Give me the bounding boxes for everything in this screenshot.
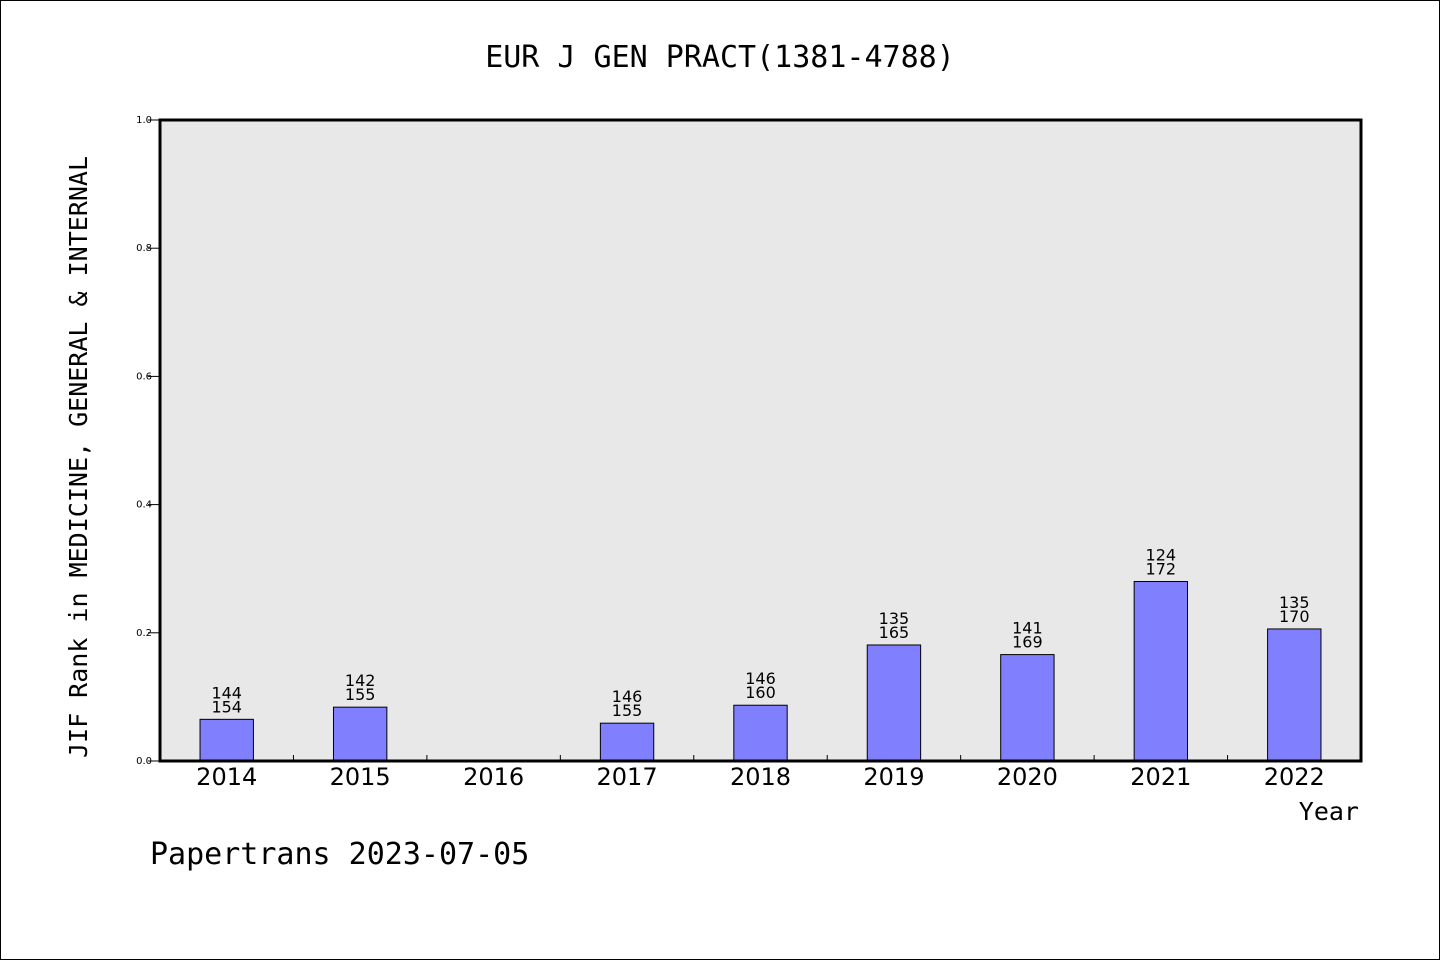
x-tick-label: 2022 xyxy=(1264,763,1325,791)
bar-2018 xyxy=(733,704,788,762)
chart-title: EUR J GEN PRACT(1381-4788) xyxy=(485,40,955,75)
bar-label-rank: 124 xyxy=(1146,546,1177,565)
y-tick-label: 0.6 xyxy=(136,371,152,382)
bar-label-total: 155 xyxy=(345,685,376,704)
x-tick-label: 2014 xyxy=(196,763,257,791)
x-tick-label: 2020 xyxy=(997,763,1058,791)
bar-label-rank: 144 xyxy=(211,683,242,702)
x-axis: 2014 2015 2016 2017 2018 2019 2020 2021 2022 xyxy=(196,755,1325,791)
plot-border xyxy=(158,118,1363,763)
bar-label-rank: 146 xyxy=(612,687,643,706)
x-tick-label: 2021 xyxy=(1130,763,1191,791)
bar-label-total: 155 xyxy=(612,701,643,720)
bar-2022 xyxy=(1267,628,1322,762)
bar-label-total: 165 xyxy=(879,623,910,642)
bar-label-total: 160 xyxy=(745,683,776,702)
x-tick-label: 2019 xyxy=(863,763,924,791)
y-axis-title: JIF Rank in MEDICINE, GENERAL & INTERNAL xyxy=(64,156,93,758)
y-tick-label: 1.0 xyxy=(136,115,152,126)
bar-2015 xyxy=(332,706,388,762)
x-tick-label: 2015 xyxy=(330,763,391,791)
x-axis-title: Year xyxy=(1299,797,1359,826)
x-tick-label: 2016 xyxy=(463,763,524,791)
bar-2019 xyxy=(866,644,922,762)
x-tick-label: 2017 xyxy=(597,763,658,791)
footer-watermark: Papertrans 2023-07-05 xyxy=(150,837,529,872)
bar-2014 xyxy=(199,718,254,762)
y-axis: 0.0 0.2 0.4 0.6 0.8 1.0 xyxy=(136,115,160,767)
bar-label-total: 172 xyxy=(1146,560,1177,579)
y-tick-label: 0.8 xyxy=(136,243,152,254)
bar-2017 xyxy=(599,722,655,762)
bar-label-total: 154 xyxy=(211,697,242,716)
bar-label-rank: 142 xyxy=(345,671,376,690)
bar-label-rank: 141 xyxy=(1012,619,1043,638)
bar-label-total: 169 xyxy=(1012,633,1043,652)
bar-2021 xyxy=(1133,581,1189,762)
bars-layer xyxy=(199,581,1322,762)
y-tick-label: 0.0 xyxy=(136,756,152,767)
x-tick-label: 2018 xyxy=(730,763,791,791)
y-tick-label: 0.2 xyxy=(136,628,152,639)
bar-label-rank: 146 xyxy=(745,669,776,688)
y-tick-label: 0.4 xyxy=(136,500,152,511)
bar-label-rank: 135 xyxy=(1279,593,1310,612)
bar-2020 xyxy=(1000,654,1055,762)
bar-label-rank: 135 xyxy=(879,609,910,628)
bar-label-total: 170 xyxy=(1279,607,1310,626)
